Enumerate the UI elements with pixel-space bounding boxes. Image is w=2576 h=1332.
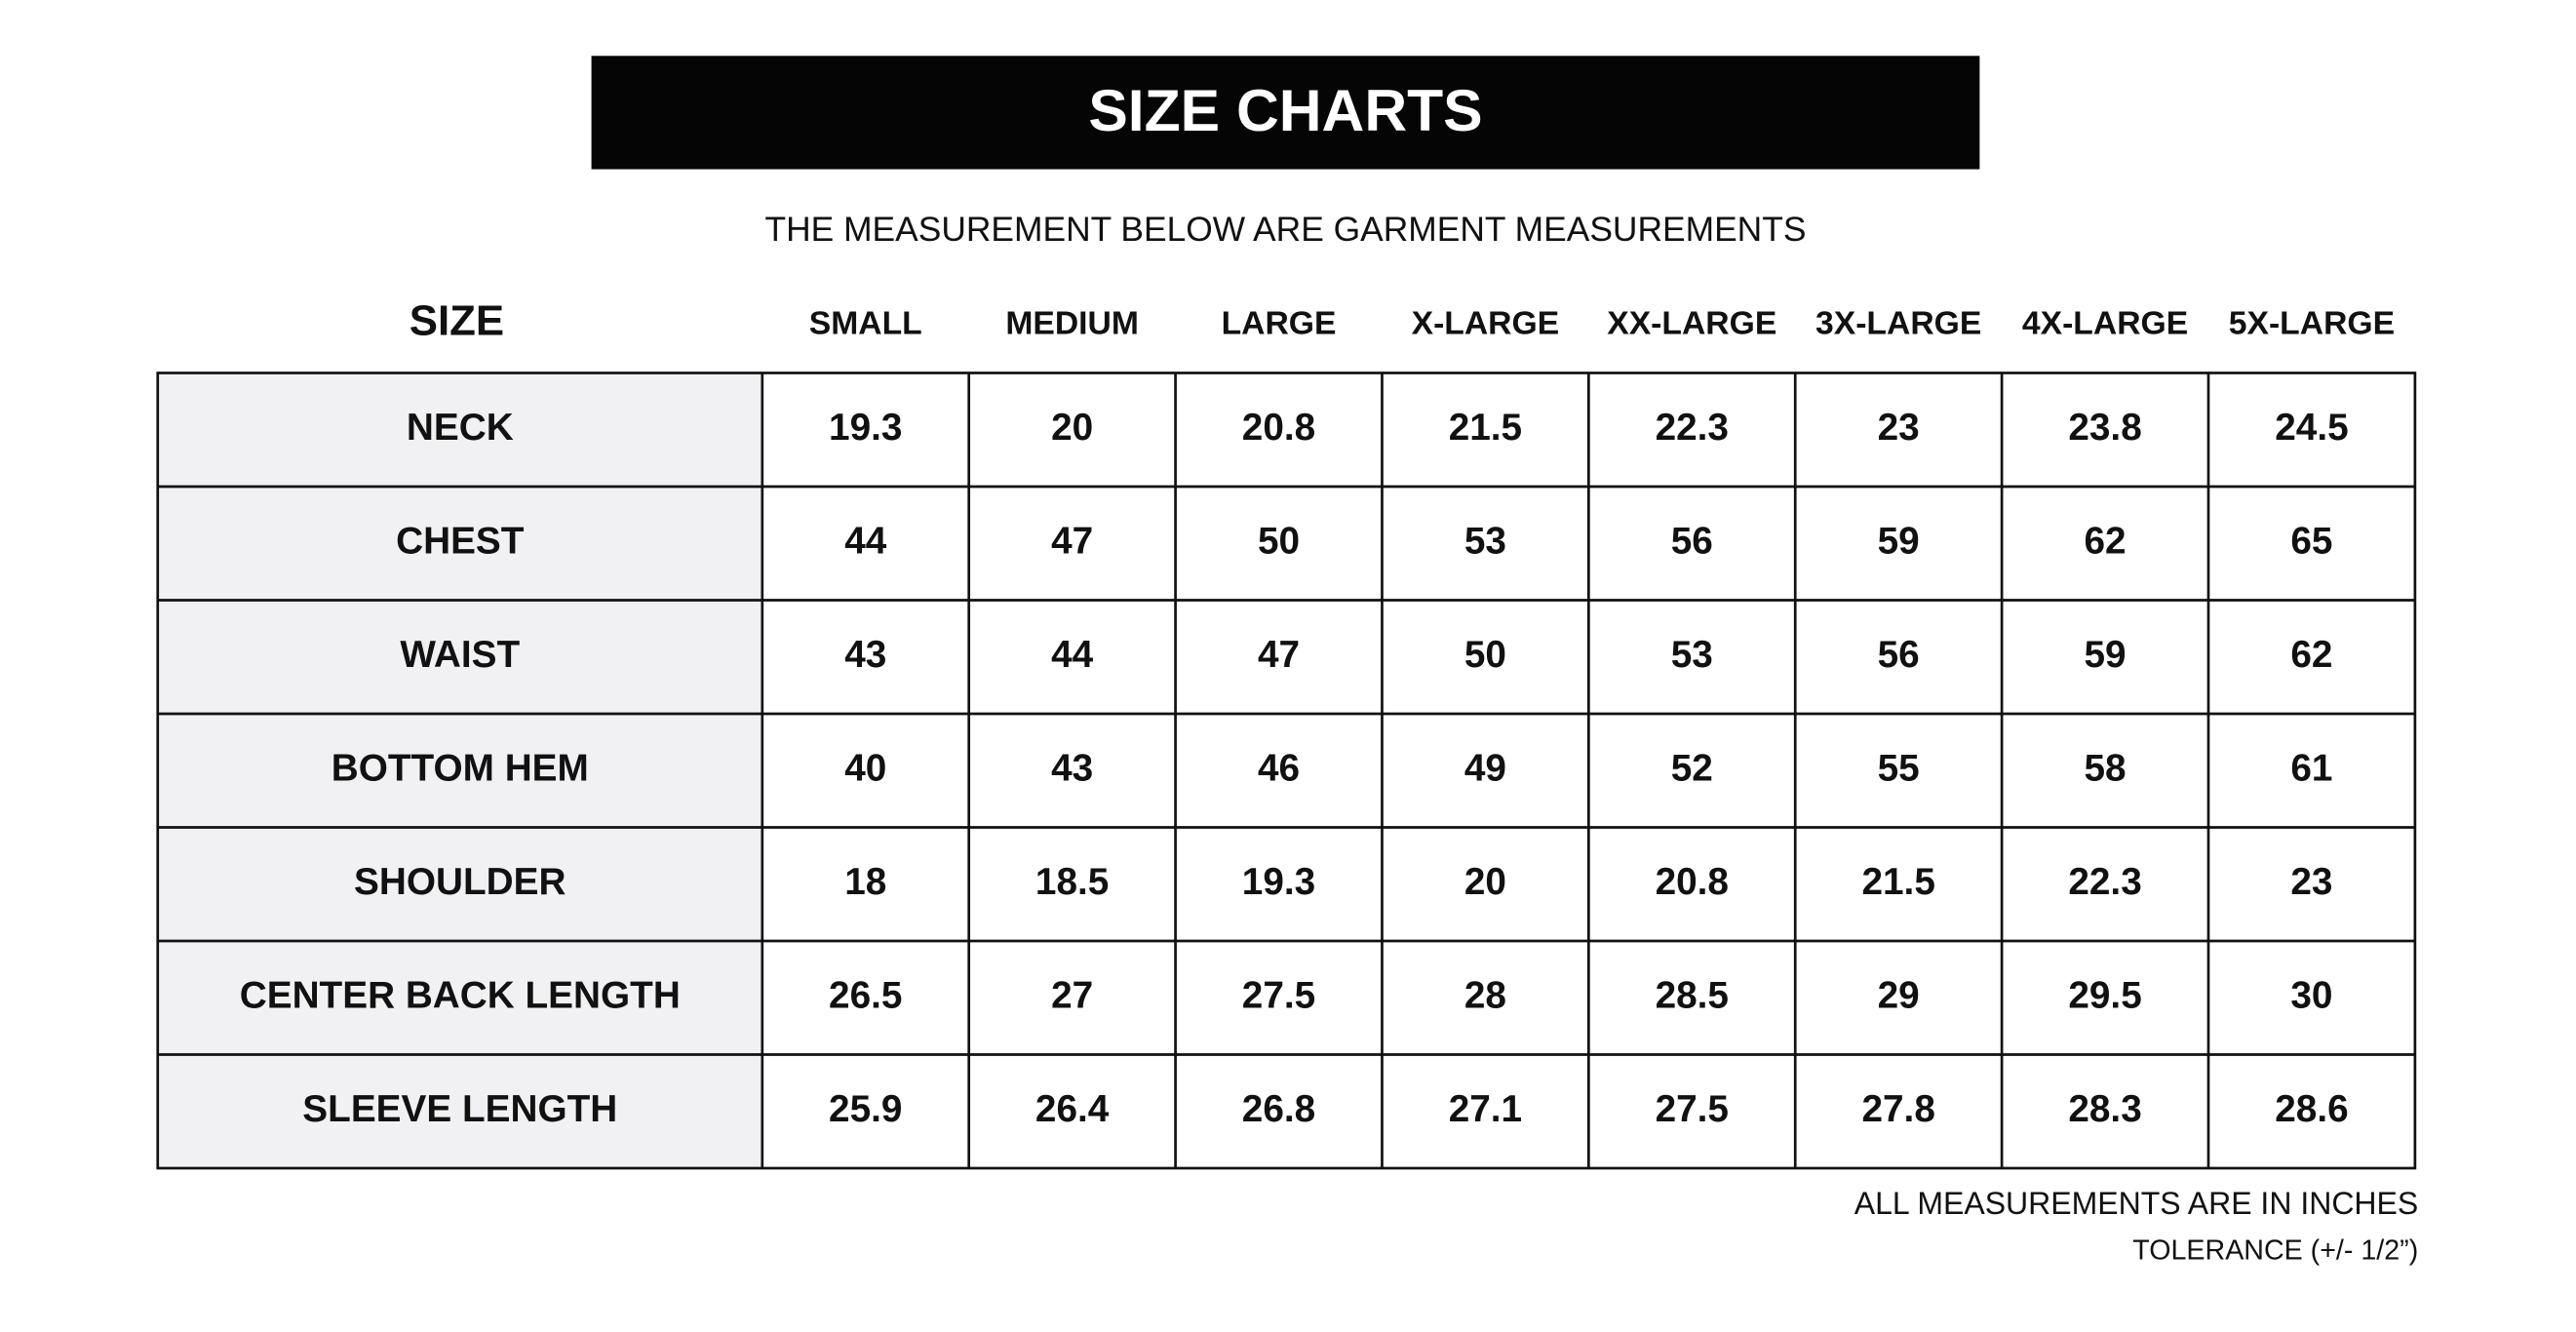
cell-value: 49 [1464,747,1506,789]
row-label: NECK [407,407,514,449]
cell-value: 20.8 [1656,861,1729,903]
cell-value: 53 [1464,520,1506,562]
cell-value: 47 [1258,634,1300,676]
cell-value: 23.8 [2068,407,2141,449]
column-header: XX-LARGE [1607,306,1776,342]
cell-value: 50 [1258,520,1300,562]
row-label: BOTTOM HEM [332,747,589,789]
cell-value: 43 [1051,747,1093,789]
column-header: X-LARGE [1412,306,1560,342]
cell-value: 30 [2290,974,2332,1016]
cell-value: 55 [1878,747,1920,789]
cell-value: 27.5 [1242,974,1315,1016]
cell-value: 19.3 [829,407,902,449]
column-header: 3X-LARGE [1815,306,1981,342]
column-header: SMALL [809,306,922,342]
column-header: LARGE [1222,306,1337,342]
cell-value: 62 [2290,634,2332,676]
cell-value: 24.5 [2275,407,2348,449]
cell-value: 47 [1051,520,1093,562]
units-note: ALL MEASUREMENTS ARE IN INCHES [1854,1186,2419,1221]
cell-value: 50 [1464,634,1506,676]
cell-value: 53 [1671,634,1713,676]
cell-value: 21.5 [1449,407,1522,449]
subtitle: THE MEASUREMENT BELOW ARE GARMENT MEASUR… [764,211,1806,249]
cell-value: 62 [2084,520,2126,562]
cell-value: 28 [1464,974,1506,1016]
cell-value: 56 [1671,520,1713,562]
cell-value: 58 [2084,747,2126,789]
cell-value: 23 [2290,861,2332,903]
cell-value: 29.5 [2068,974,2141,1016]
tolerance-note: TOLERANCE (+/- 1/2”) [2132,1234,2418,1266]
cell-value: 29 [1878,974,1920,1016]
cell-value: 26.4 [1035,1088,1110,1130]
column-header: 5X-LARGE [2229,306,2395,342]
cell-value: 27.1 [1449,1088,1522,1130]
cell-value: 20 [1464,861,1506,903]
cell-value: 22.3 [2068,861,2141,903]
cell-value: 28.6 [2275,1088,2348,1130]
row-label: SLEEVE LENGTH [302,1088,617,1130]
cell-value: 18 [844,861,886,903]
cell-value: 18.5 [1035,861,1109,903]
cell-value: 19.3 [1242,861,1315,903]
cell-value: 61 [2290,747,2332,789]
cell-value: 20 [1051,407,1093,449]
label-column-bg [157,372,762,1169]
title-bar [591,56,1980,170]
cell-value: 20.8 [1242,407,1315,449]
cell-value: 21.5 [1861,861,1934,903]
cell-value: 27.5 [1656,1088,1729,1130]
cell-value: 46 [1258,747,1300,789]
column-header: MEDIUM [1005,306,1139,342]
row-label: CHEST [396,520,525,562]
row-label: WAIST [400,634,520,676]
row-label: SHOULDER [354,861,566,903]
cell-value: 22.3 [1656,407,1729,449]
table-border [156,372,2417,1170]
cell-value: 43 [844,634,886,676]
cell-value: 56 [1878,634,1920,676]
cell-value: 52 [1671,747,1713,789]
cell-value: 44 [844,520,887,562]
cell-value: 65 [2290,520,2332,562]
cell-value: 59 [2084,634,2126,676]
cell-value: 40 [844,747,886,789]
cell-value: 25.9 [829,1088,902,1130]
cell-value: 28.3 [2068,1088,2141,1130]
cell-value: 28.5 [1656,974,1729,1016]
cell-value: 26.8 [1242,1088,1315,1130]
row-label: CENTER BACK LENGTH [240,974,681,1016]
cell-value: 27 [1051,974,1093,1016]
cell-value: 26.5 [829,974,902,1016]
cell-value: 23 [1878,407,1920,449]
cell-value: 59 [1878,520,1920,562]
size-label: SIZE [410,297,504,345]
cell-value: 27.8 [1861,1088,1934,1130]
column-header: 4X-LARGE [2022,306,2188,342]
title: SIZE CHARTS [1088,77,1482,143]
cell-value: 44 [1051,634,1094,676]
